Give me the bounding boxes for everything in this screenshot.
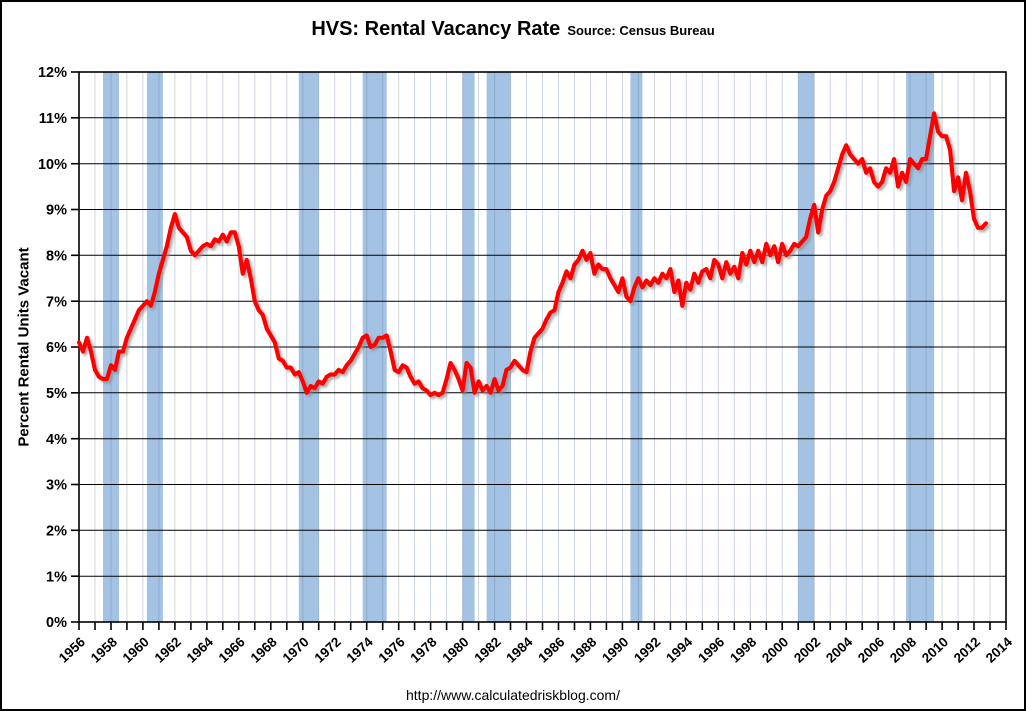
x-tick-label: 1970: [280, 634, 312, 665]
x-tick-label: 2004: [823, 634, 856, 666]
x-tick-label: 1978: [407, 634, 440, 666]
y-tick-label: 5%: [46, 386, 67, 402]
x-tick-label: 2014: [983, 634, 1016, 666]
chart-title: HVS: Rental Vacancy Rate: [311, 18, 561, 40]
y-tick-label: 10%: [38, 157, 67, 173]
footer-url: http://www.calculatedriskblog.com/: [406, 687, 620, 703]
y-tick-label: 1%: [46, 569, 67, 585]
x-tick-label: 1968: [248, 634, 281, 666]
x-tick-label: 2010: [919, 634, 951, 665]
y-tick-label: 7%: [46, 294, 67, 310]
x-tick-label: 1972: [312, 634, 344, 665]
y-axis-title: Percent Rental Units Vacant: [15, 247, 33, 447]
x-tick-label: 2012: [951, 634, 983, 665]
x-tick-label: 1986: [535, 634, 568, 666]
x-tick-label: 1976: [376, 634, 409, 666]
y-tick-label: 3%: [46, 478, 67, 494]
y-tick-label: 11%: [39, 111, 67, 127]
x-tick-label: 2002: [791, 634, 823, 665]
y-tick-label: 8%: [46, 248, 67, 264]
x-tick-label: 1984: [503, 634, 536, 666]
x-tick-label: 1982: [471, 634, 503, 665]
x-tick-label: 2006: [855, 634, 888, 666]
x-tick-label: 2000: [759, 634, 791, 665]
x-tick-label: 1974: [344, 634, 377, 666]
y-tick-label: 2%: [46, 523, 67, 539]
x-tick-label: 1960: [120, 634, 152, 665]
x-tick-label: 1962: [152, 634, 184, 665]
x-tick-label: 1990: [599, 634, 631, 665]
x-tick-label: 1992: [631, 634, 663, 665]
vacancy-rate-line: [76, 111, 989, 398]
x-tick-label: 1964: [184, 634, 217, 666]
x-tick-label: 1956: [56, 634, 89, 666]
x-tick-label: 1966: [216, 634, 249, 666]
x-tick-label: 2008: [887, 634, 920, 666]
x-tick-label: 1988: [567, 634, 600, 666]
x-tick-label: 1994: [663, 634, 696, 666]
x-tick-label: 1980: [439, 634, 471, 665]
x-tick-label: 1996: [695, 634, 728, 666]
chart-title-row: HVS: Rental Vacancy Rate Source: Census B…: [2, 18, 1024, 41]
chart-source-label: Source: Census Bureau: [567, 23, 715, 38]
x-tick-label: 1998: [727, 634, 760, 666]
y-tick-label: 9%: [46, 203, 67, 219]
y-tick-label: 6%: [46, 340, 67, 356]
y-tick-label: 0%: [46, 615, 67, 631]
y-tick-label: 12%: [38, 65, 67, 81]
x-tick-label: 1958: [88, 634, 121, 666]
y-tick-label: 4%: [46, 432, 67, 448]
